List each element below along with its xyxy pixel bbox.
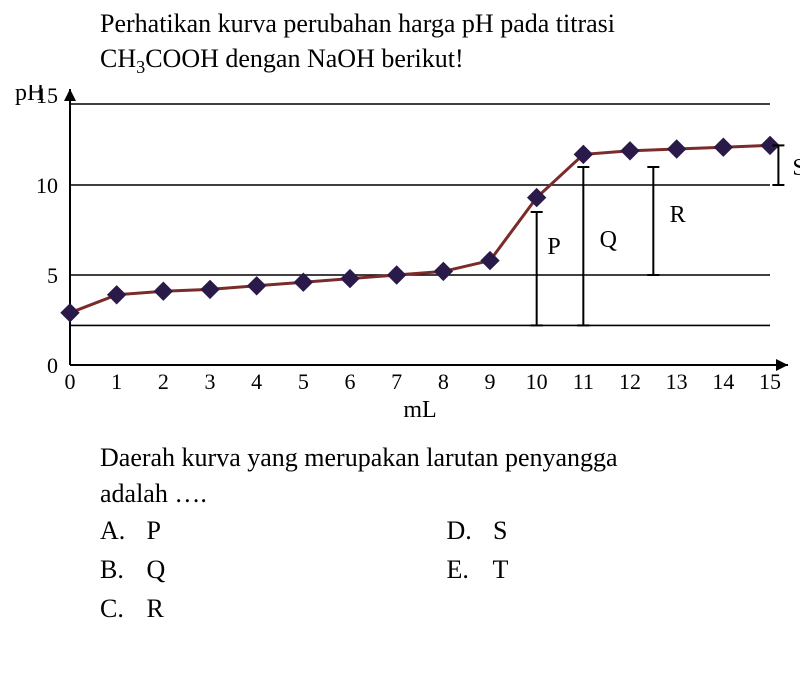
option-a-letter: A. <box>100 516 140 546</box>
svg-text:P: P <box>547 234 560 260</box>
svg-text:7: 7 <box>391 369 402 394</box>
svg-text:R: R <box>670 202 686 228</box>
svg-text:2: 2 <box>158 369 169 394</box>
svg-text:10: 10 <box>36 173 58 198</box>
svg-text:0: 0 <box>47 353 58 378</box>
question-text: Perhatikan kurva perubahan harga pH pada… <box>100 6 800 80</box>
svg-text:14: 14 <box>712 369 734 394</box>
svg-text:5: 5 <box>47 263 58 288</box>
svg-text:10: 10 <box>526 369 548 394</box>
option-a-text: P <box>147 516 161 545</box>
svg-text:11: 11 <box>573 369 594 394</box>
option-e-letter: E. <box>447 555 487 585</box>
followup-line2: adalah …. <box>100 479 207 508</box>
option-e-text: T <box>493 555 509 584</box>
svg-text:13: 13 <box>666 369 688 394</box>
svg-text:3: 3 <box>205 369 216 394</box>
svg-text:5: 5 <box>298 369 309 394</box>
svg-text:6: 6 <box>345 369 356 394</box>
question-line2-p2: COOH dengan NaOH berikut! <box>145 44 463 73</box>
question-line1: Perhatikan kurva perubahan harga pH pada… <box>100 9 615 38</box>
titration-chart: pH0510150123456789101112131415mLPQRS <box>10 85 800 425</box>
svg-text:15: 15 <box>759 369 781 394</box>
question-line2-p1: CH <box>100 44 136 73</box>
svg-text:8: 8 <box>438 369 449 394</box>
svg-text:Q: Q <box>600 227 617 253</box>
chart-svg: pH0510150123456789101112131415mLPQRS <box>10 85 800 425</box>
option-b-text: Q <box>147 555 166 584</box>
svg-text:4: 4 <box>251 369 262 394</box>
option-d-text: S <box>493 516 507 545</box>
svg-text:15: 15 <box>36 85 58 108</box>
answer-options: A. P D. S B. Q E. T C. R <box>100 516 740 633</box>
option-b-letter: B. <box>100 555 140 585</box>
svg-text:12: 12 <box>619 369 641 394</box>
svg-text:S: S <box>792 155 800 181</box>
svg-text:0: 0 <box>65 369 76 394</box>
option-c-text: R <box>147 594 164 623</box>
option-d-letter: D. <box>447 516 487 546</box>
svg-text:mL: mL <box>403 397 436 423</box>
followup-text: Daerah kurva yang merupakan larutan peny… <box>100 440 808 513</box>
svg-text:9: 9 <box>485 369 496 394</box>
followup-line1: Daerah kurva yang merupakan larutan peny… <box>100 443 618 472</box>
svg-text:1: 1 <box>111 369 122 394</box>
option-c-letter: C. <box>100 594 140 624</box>
question-line2-sub: 3 <box>136 57 145 77</box>
